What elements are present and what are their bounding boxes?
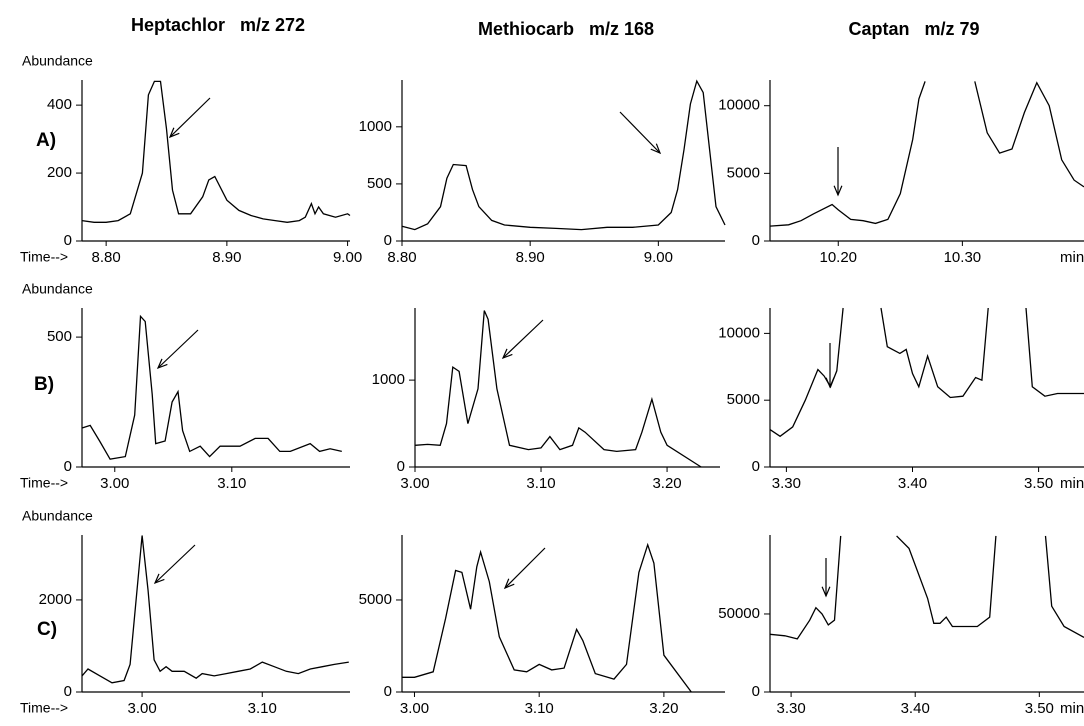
arrow <box>154 544 196 584</box>
x-tick-label: 8.90 <box>212 249 241 266</box>
column-title: Captan m/z 79 <box>848 19 979 39</box>
y-axis-label: Abundance <box>22 53 93 69</box>
chromatogram-line <box>769 81 1084 227</box>
row-label: C) <box>37 619 57 640</box>
y-tick-label: 400 <box>47 96 72 113</box>
x-axis-label: Time--> <box>20 700 68 716</box>
x-tick-label: 10.30 <box>944 249 982 266</box>
y-tick-label: 10000 <box>718 97 760 114</box>
y-tick-label: 50000 <box>718 605 760 622</box>
x-tick-label: 3.00 <box>400 700 429 717</box>
y-tick-label: 0 <box>384 683 392 700</box>
x-tick-label: 3.40 <box>898 475 927 492</box>
x-tick-label: 10.20 <box>819 249 857 266</box>
x-tick-label: 3.00 <box>400 475 429 492</box>
y-tick-label: 0 <box>397 458 405 475</box>
chromatogram-line <box>81 80 351 223</box>
chromatogram-line <box>401 79 726 231</box>
y-tick-label: 200 <box>47 164 72 181</box>
x-unit-label: min <box>1060 700 1084 717</box>
y-tick-label: 5000 <box>727 391 760 408</box>
y-tick-label: 1000 <box>372 371 405 388</box>
chromatogram-line <box>81 535 349 684</box>
arrow-head <box>501 348 513 360</box>
y-tick-label: 5000 <box>727 164 760 181</box>
column-title: Heptachlor m/z 272 <box>131 15 305 35</box>
y-tick-label: 5000 <box>359 591 392 608</box>
y-tick-label: 0 <box>384 232 392 249</box>
row-label: B) <box>34 374 54 395</box>
y-tick-label: 2000 <box>39 591 72 608</box>
x-tick-label: 3.40 <box>901 700 930 717</box>
x-tick-label: 8.80 <box>92 249 121 266</box>
x-tick-label: 3.10 <box>526 475 555 492</box>
chromatogram-line <box>414 310 702 468</box>
y-tick-label: 10000 <box>718 324 760 341</box>
x-unit-label: min <box>1060 249 1084 266</box>
arrow-head <box>156 358 168 370</box>
x-tick-label: 9.00 <box>644 249 673 266</box>
column-title: Methiocarb m/z 168 <box>478 19 654 39</box>
arrow <box>169 97 211 138</box>
arrow-head <box>650 143 662 155</box>
arrow <box>502 319 544 359</box>
x-tick-label: 3.00 <box>100 475 129 492</box>
row-label: A) <box>36 130 56 151</box>
y-tick-label: 0 <box>64 683 72 700</box>
y-axis-label: Abundance <box>22 281 93 297</box>
chromatogram-line <box>402 542 692 693</box>
arrow <box>157 329 199 369</box>
x-tick-label: 3.10 <box>248 700 277 717</box>
x-tick-label: 3.20 <box>652 475 681 492</box>
arrow-head <box>821 586 831 598</box>
arrow <box>619 111 661 154</box>
y-axis-label: Abundance <box>22 508 93 524</box>
x-tick-label: 3.30 <box>772 475 801 492</box>
arrow-head <box>153 573 165 585</box>
x-tick-label: 9.00 <box>333 249 362 266</box>
x-tick-label: 8.80 <box>387 249 416 266</box>
y-tick-label: 0 <box>64 458 72 475</box>
arrow-head <box>503 578 515 590</box>
y-tick-label: 1000 <box>359 118 392 135</box>
x-tick-label: 3.50 <box>1025 700 1054 717</box>
x-tick-label: 3.00 <box>127 700 156 717</box>
arrow <box>504 547 546 589</box>
y-tick-label: 500 <box>367 175 392 192</box>
y-tick-label: 500 <box>47 328 72 345</box>
y-tick-label: 0 <box>752 458 760 475</box>
x-tick-label: 8.90 <box>516 249 545 266</box>
arrow-head <box>833 185 843 197</box>
arrow-head <box>825 377 835 389</box>
chromatogram-line <box>81 314 342 460</box>
x-tick-label: 3.50 <box>1024 475 1053 492</box>
y-tick-label: 0 <box>752 232 760 249</box>
x-tick-label: 3.10 <box>525 700 554 717</box>
arrow-head <box>168 127 180 139</box>
x-tick-label: 3.20 <box>649 700 678 717</box>
chromatogram-line <box>769 535 1084 640</box>
y-tick-label: 0 <box>752 683 760 700</box>
x-axis-label: Time--> <box>20 475 68 491</box>
x-tick-label: 3.10 <box>217 475 246 492</box>
chromatogram-line <box>769 307 1084 438</box>
x-unit-label: min <box>1060 475 1084 492</box>
y-tick-label: 0 <box>64 232 72 249</box>
x-tick-label: 3.30 <box>776 700 805 717</box>
x-axis-label: Time--> <box>20 249 68 265</box>
